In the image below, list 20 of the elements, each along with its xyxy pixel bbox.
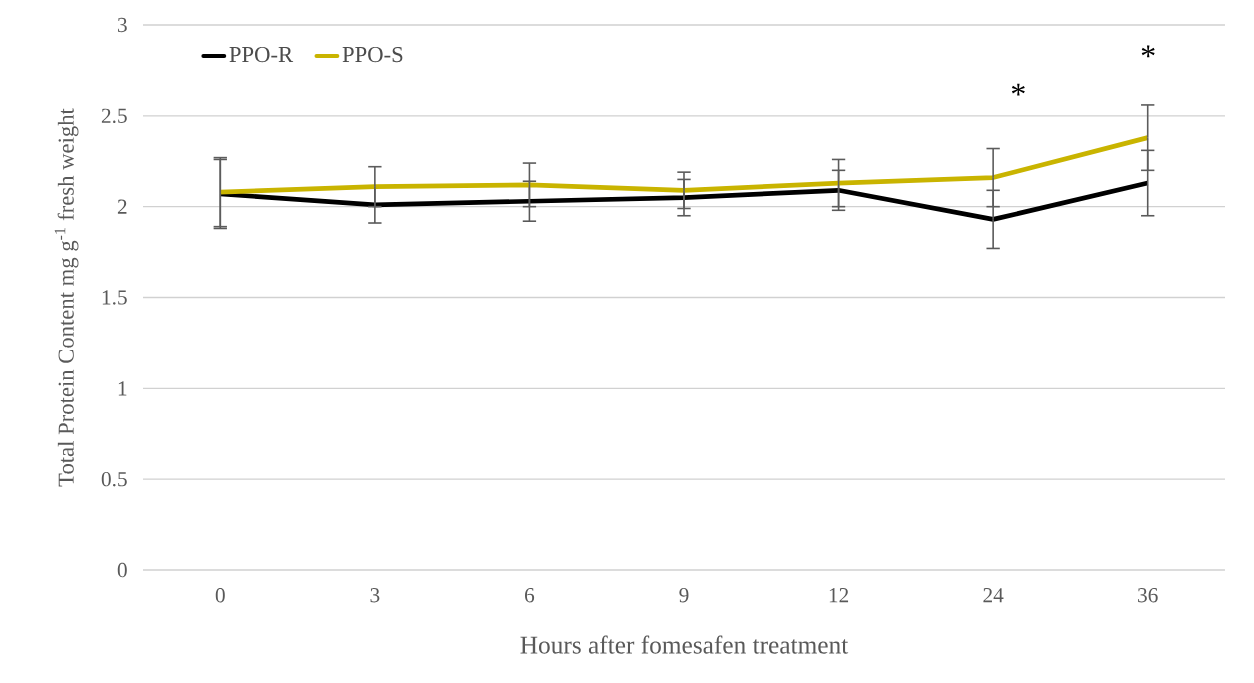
x-tick-label: 6 — [525, 588, 535, 603]
y-tick-label: 1 — [118, 381, 127, 396]
legend-label: PPO-S — [342, 46, 403, 63]
x-axis-title: Hours after fomesafen treatment — [520, 635, 849, 654]
y-tick-label: 3 — [117, 17, 127, 33]
y-tick-label: 1.5 — [102, 290, 127, 305]
x-tick-label: 24 — [983, 588, 1004, 603]
annotation: * — [1141, 45, 1155, 58]
y-axis-title: Total Protein Content mg g$^{-1}$ fresh weight — [54, 108, 79, 487]
x-tick-label: 36 — [1138, 588, 1158, 603]
annotation: * — [1011, 83, 1025, 96]
legend-label: PPO-R — [229, 46, 294, 63]
y-tick-label: 0.5 — [101, 471, 127, 487]
y-tick-label: 2.5 — [101, 108, 127, 124]
x-tick-label: 0 — [215, 588, 225, 603]
y-tick-label: 0 — [117, 562, 127, 578]
x-tick-label: 3 — [370, 588, 380, 603]
x-tick-label: 9 — [679, 588, 689, 603]
y-tick-label: 2 — [117, 199, 127, 214]
x-tick-label: 12 — [829, 588, 849, 603]
